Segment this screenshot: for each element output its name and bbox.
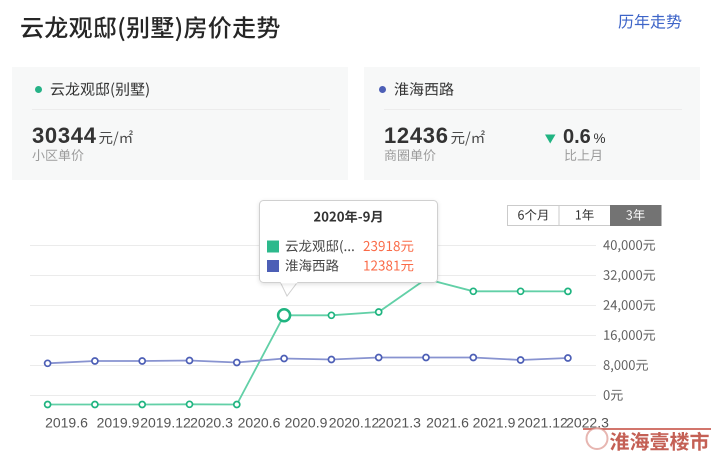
svg-text:12436: 12436 [384,123,449,148]
svg-text:2020.6: 2020.6 [238,415,281,431]
svg-text:2021.9: 2021.9 [473,415,516,431]
svg-text:2021.6: 2021.6 [426,415,469,431]
svg-text:30344: 30344 [32,123,97,148]
svg-text:2020.12: 2020.12 [329,415,380,431]
svg-text:2019.12: 2019.12 [140,415,191,431]
svg-text:2019.9: 2019.9 [97,415,140,431]
svg-text:2020.9: 2020.9 [285,415,328,431]
svg-text:0.6: 0.6 [563,126,591,148]
svg-text:2021.12: 2021.12 [517,415,568,431]
svg-text:2020.3: 2020.3 [190,415,233,431]
svg-text:%: % [594,131,606,146]
svg-text:2019.6: 2019.6 [45,415,88,431]
svg-text:2022.3: 2022.3 [566,415,609,431]
svg-text:2021.3: 2021.3 [378,415,421,431]
